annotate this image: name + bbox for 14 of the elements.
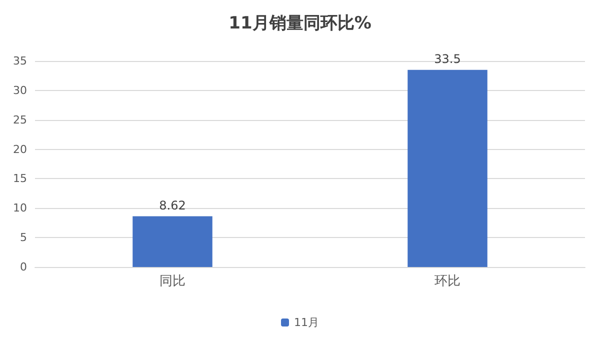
x-tick-label: 环比 xyxy=(434,274,460,289)
data-label: 33.5 xyxy=(434,52,461,66)
y-tick-label: 35 xyxy=(13,54,27,68)
data-label: 8.62 xyxy=(159,198,186,212)
y-tick-label: 15 xyxy=(13,172,27,186)
y-tick-label: 25 xyxy=(13,113,27,126)
y-tick-label: 0 xyxy=(20,260,27,274)
x-tick-label: 同比 xyxy=(160,274,186,289)
legend-label: 11月 xyxy=(294,316,319,329)
y-tick-label: 30 xyxy=(13,84,27,97)
y-tick-label: 10 xyxy=(13,202,27,215)
y-tick-label: 5 xyxy=(20,231,27,244)
y-tick-label: 20 xyxy=(13,142,27,156)
chart-title: 11月销量同环比% xyxy=(228,14,372,34)
